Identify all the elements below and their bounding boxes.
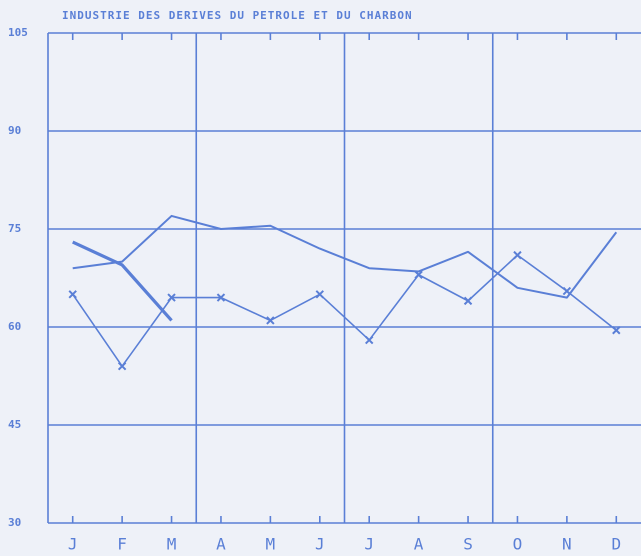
y-tick-label: 105 [8, 26, 28, 39]
y-tick-label: 45 [8, 418, 21, 431]
point-marker [414, 270, 423, 279]
series-line [72, 214, 618, 299]
point-marker [68, 290, 77, 299]
x-tick-label: N [562, 535, 572, 554]
x-tick-label: M [266, 535, 276, 554]
x-tick-label: J [68, 535, 78, 554]
y-tick-label: 90 [8, 124, 21, 137]
series-line [72, 240, 173, 322]
x-tick-label: M [167, 535, 177, 554]
y-tick-label: 60 [8, 320, 21, 333]
x-tick-label: F [117, 535, 127, 554]
point-marker [365, 335, 374, 345]
x-tick-label: A [216, 535, 226, 554]
x-tick-label: D [611, 535, 621, 554]
x-tick-label: J [315, 535, 325, 554]
point-marker [167, 293, 176, 302]
point-marker [315, 290, 324, 299]
point-marker [513, 250, 522, 260]
x-tick-label: J [364, 535, 374, 554]
point-marker [612, 326, 621, 335]
y-tick-label: 30 [8, 516, 21, 529]
chart-title: INDUSTRIE DES DERIVES DU PETROLE ET DU C… [62, 9, 413, 22]
point-marker [266, 316, 275, 325]
point-marker [117, 361, 127, 371]
x-tick-label: S [463, 535, 473, 554]
x-tick-label: O [513, 535, 523, 554]
x-tick-label: A [414, 535, 424, 554]
point-marker [216, 293, 226, 302]
y-tick-label: 75 [8, 222, 21, 235]
point-marker [463, 296, 473, 306]
